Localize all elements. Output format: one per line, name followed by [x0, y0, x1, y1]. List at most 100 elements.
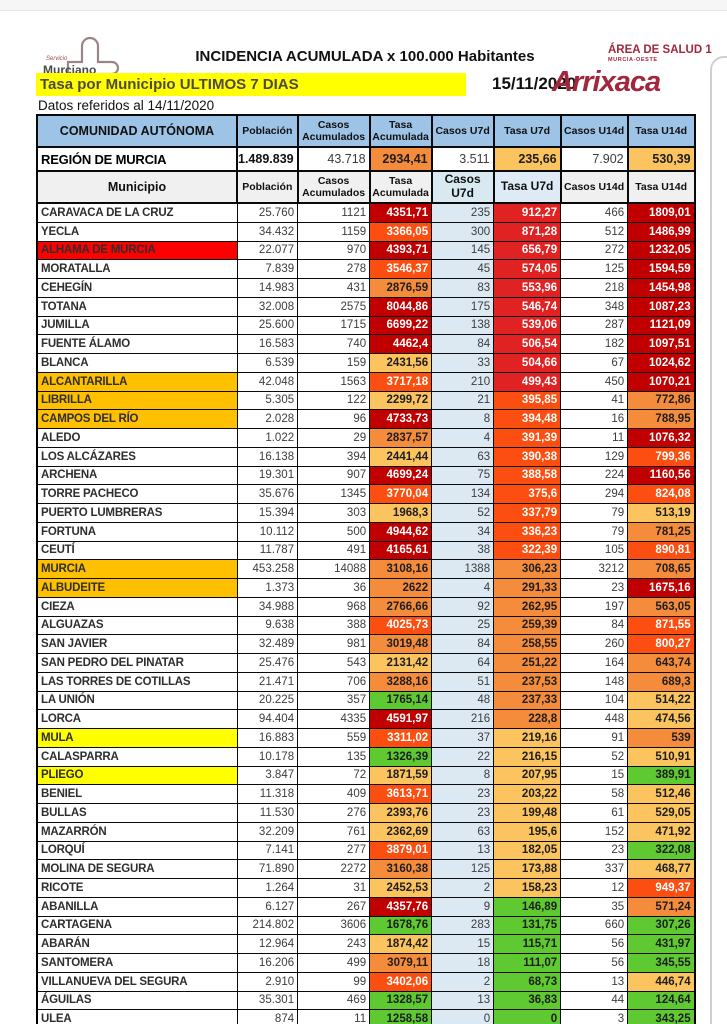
tasa-u7d-cell: 258,55: [493, 634, 562, 654]
casos-u7d-cell: 38: [431, 540, 495, 561]
tasa-u14d-cell: 772,86: [627, 390, 696, 411]
scrollbar-thumb[interactable]: [710, 56, 727, 1024]
casos-acumulados-cell: 1563: [297, 371, 371, 392]
poblacion-cell: 22.077: [236, 240, 299, 261]
casos-u7d-cell: 0: [431, 1009, 495, 1024]
poblacion-cell: 214.802: [236, 915, 299, 936]
casos-u7d-cell: 64: [431, 653, 495, 673]
municipality-cell: BENIEL: [36, 784, 238, 804]
municipality-row: ABANILLA 6.127 267 4357,76 9 146,89 35 571,24: [36, 896, 696, 917]
tasa-u7d-cell: 390,38: [493, 446, 562, 467]
casos-u7d-cell: 210: [431, 371, 495, 392]
tasa-u7d-cell: 336,23: [493, 521, 562, 542]
tasa-u7d-cell: 574,05: [493, 259, 562, 279]
tasa-u14d-cell: 1070,21: [627, 371, 696, 392]
municipality-row: ALHAMA DE MURCIA 22.077 970 4393,71 145 656,7…: [36, 240, 696, 261]
tasa-u14d-cell: 530,39: [626, 146, 696, 172]
tasa-u14d-cell: 1232,05: [627, 240, 696, 261]
municipality-cell: ÁGUILAS: [36, 990, 238, 1011]
tasa-u7d-cell: 158,23: [493, 878, 562, 898]
tasa-acumulada-cell: 1328,57: [369, 990, 433, 1011]
casos-u7d-cell: 15: [431, 934, 495, 954]
region-total-row: REGIÓN DE MURCIA 1.489.839 43.718 2934,41 3.…: [36, 146, 696, 172]
tasa-u14d-cell: 431,97: [627, 934, 696, 954]
poblacion-cell: 11.318: [236, 784, 299, 804]
poblacion-cell: 25.476: [236, 653, 299, 673]
casos-u14d-cell: 13: [560, 971, 629, 992]
poblacion-cell: 16.883: [236, 728, 299, 748]
casos-acumulados-cell: 1345: [297, 484, 371, 504]
tasa-acumulada-cell: 6699,22: [369, 315, 433, 336]
casos-u14d-cell: 41: [560, 390, 629, 411]
municipality-row: CARAVACA DE LA CRUZ 25.760 1121 4351,71 235 9…: [36, 202, 696, 223]
tasa-u7d-cell: 388,58: [493, 465, 562, 486]
municipality-cell: TORRE PACHECO: [36, 484, 238, 504]
municipality-cell: CIEZA: [36, 596, 238, 617]
column-header-5: Tasa U7d: [492, 170, 562, 204]
municipality-cell: CEHEGÍN: [36, 278, 238, 298]
tasa-acumulada-cell: 1678,76: [369, 915, 433, 936]
column-header-3: Tasa Acumulada: [368, 114, 433, 148]
tasa-u14d-cell: 949,37: [627, 878, 696, 898]
tasa-u7d-cell: 36,83: [493, 990, 562, 1011]
municipality-cell: MORATALLA: [36, 259, 238, 279]
casos-acumulados-cell: 706: [297, 671, 371, 692]
poblacion-cell: 32.209: [236, 821, 299, 842]
tasa-u7d-cell: 199,48: [493, 803, 562, 823]
casos-acumulados-cell: 11: [297, 1009, 371, 1024]
casos-u14d-cell: 16: [560, 409, 629, 429]
poblacion-cell: 453.258: [236, 559, 299, 579]
header-row-comunidad: COMUNIDAD AUTÓNOMA Población Casos Acumula…: [36, 114, 696, 148]
casos-u7d-cell: 37: [431, 728, 495, 748]
tasa-u14d-cell: 514,22: [627, 690, 696, 711]
casos-u14d-cell: 260: [560, 634, 629, 654]
municipality-cell: MAZARRÓN: [36, 821, 238, 842]
casos-u14d-cell: 11: [560, 428, 629, 448]
casos-u14d-cell: 35: [560, 896, 629, 917]
municipality-row: LOS ALCÁZARES 16.138 394 2441,44 63 390,38 129…: [36, 446, 696, 467]
casos-acumulados-cell: 491: [297, 540, 371, 561]
municipality-row: ALEDO 1.022 29 2837,57 4 391,39 11 1076,32: [36, 428, 696, 448]
poblacion-cell: 14.983: [236, 278, 299, 298]
municipality-cell: TOTANA: [36, 296, 238, 317]
tasa-u7d-cell: 235,66: [492, 146, 562, 172]
casos-acumulados-cell: 469: [297, 990, 371, 1011]
casos-acumulados-cell: 1715: [297, 315, 371, 336]
municipality-cell: FORTUNA: [36, 521, 238, 542]
casos-acumulados-cell: 96: [297, 409, 371, 429]
casos-u14d-cell: 148: [560, 671, 629, 692]
casos-acumulados-cell: 277: [297, 840, 371, 861]
column-header-6: Casos U14d: [559, 114, 629, 148]
tasa-acumulada-cell: 3108,16: [369, 559, 433, 579]
tasa-u7d-cell: 912,27: [493, 202, 562, 223]
casos-acumulados-cell: 559: [297, 728, 371, 748]
casos-u7d-cell: 2: [431, 878, 495, 898]
casos-u14d-cell: 67: [560, 353, 629, 373]
casos-u14d-cell: 337: [560, 859, 629, 879]
column-header-1: Población: [236, 114, 299, 148]
casos-u14d-cell: 448: [560, 709, 629, 729]
tasa-u7d-cell: 68,73: [493, 971, 562, 992]
tasa-acumulada-cell: 3613,71: [369, 784, 433, 804]
casos-acumulados-cell: 968: [297, 596, 371, 617]
municipality-cell: MURCIA: [36, 559, 238, 579]
municipality-row: ARCHENA 19.301 907 4699,24 75 388,58 224 1160,5…: [36, 465, 696, 486]
poblacion-cell: 7.839: [236, 259, 299, 279]
casos-u14d-cell: 23: [560, 578, 629, 598]
casos-u7d-cell: 33: [431, 353, 495, 373]
tasa-acumulada-cell: 3402,06: [369, 971, 433, 992]
casos-u14d-cell: 23: [560, 840, 629, 861]
casos-acumulados-cell: 431: [297, 278, 371, 298]
tasa-acumulada-cell: 3717,18: [369, 371, 433, 392]
tasa-u14d-cell: 322,08: [627, 840, 696, 861]
tasa-acumulada-cell: 2766,66: [369, 596, 433, 617]
casos-u14d-cell: 466: [560, 202, 629, 223]
casos-u14d-cell: 56: [560, 934, 629, 954]
casos-u7d-cell: 138: [431, 315, 495, 336]
tasa-u14d-cell: 343,25: [627, 1009, 696, 1024]
casos-u7d-cell: 235: [431, 202, 495, 223]
tasa-u7d-cell: 499,43: [493, 371, 562, 392]
casos-u14d-cell: 104: [560, 690, 629, 711]
municipality-cell: SANTOMERA: [36, 953, 238, 973]
municipality-row: BENIEL 11.318 409 3613,71 23 203,22 58 512,46: [36, 784, 696, 804]
